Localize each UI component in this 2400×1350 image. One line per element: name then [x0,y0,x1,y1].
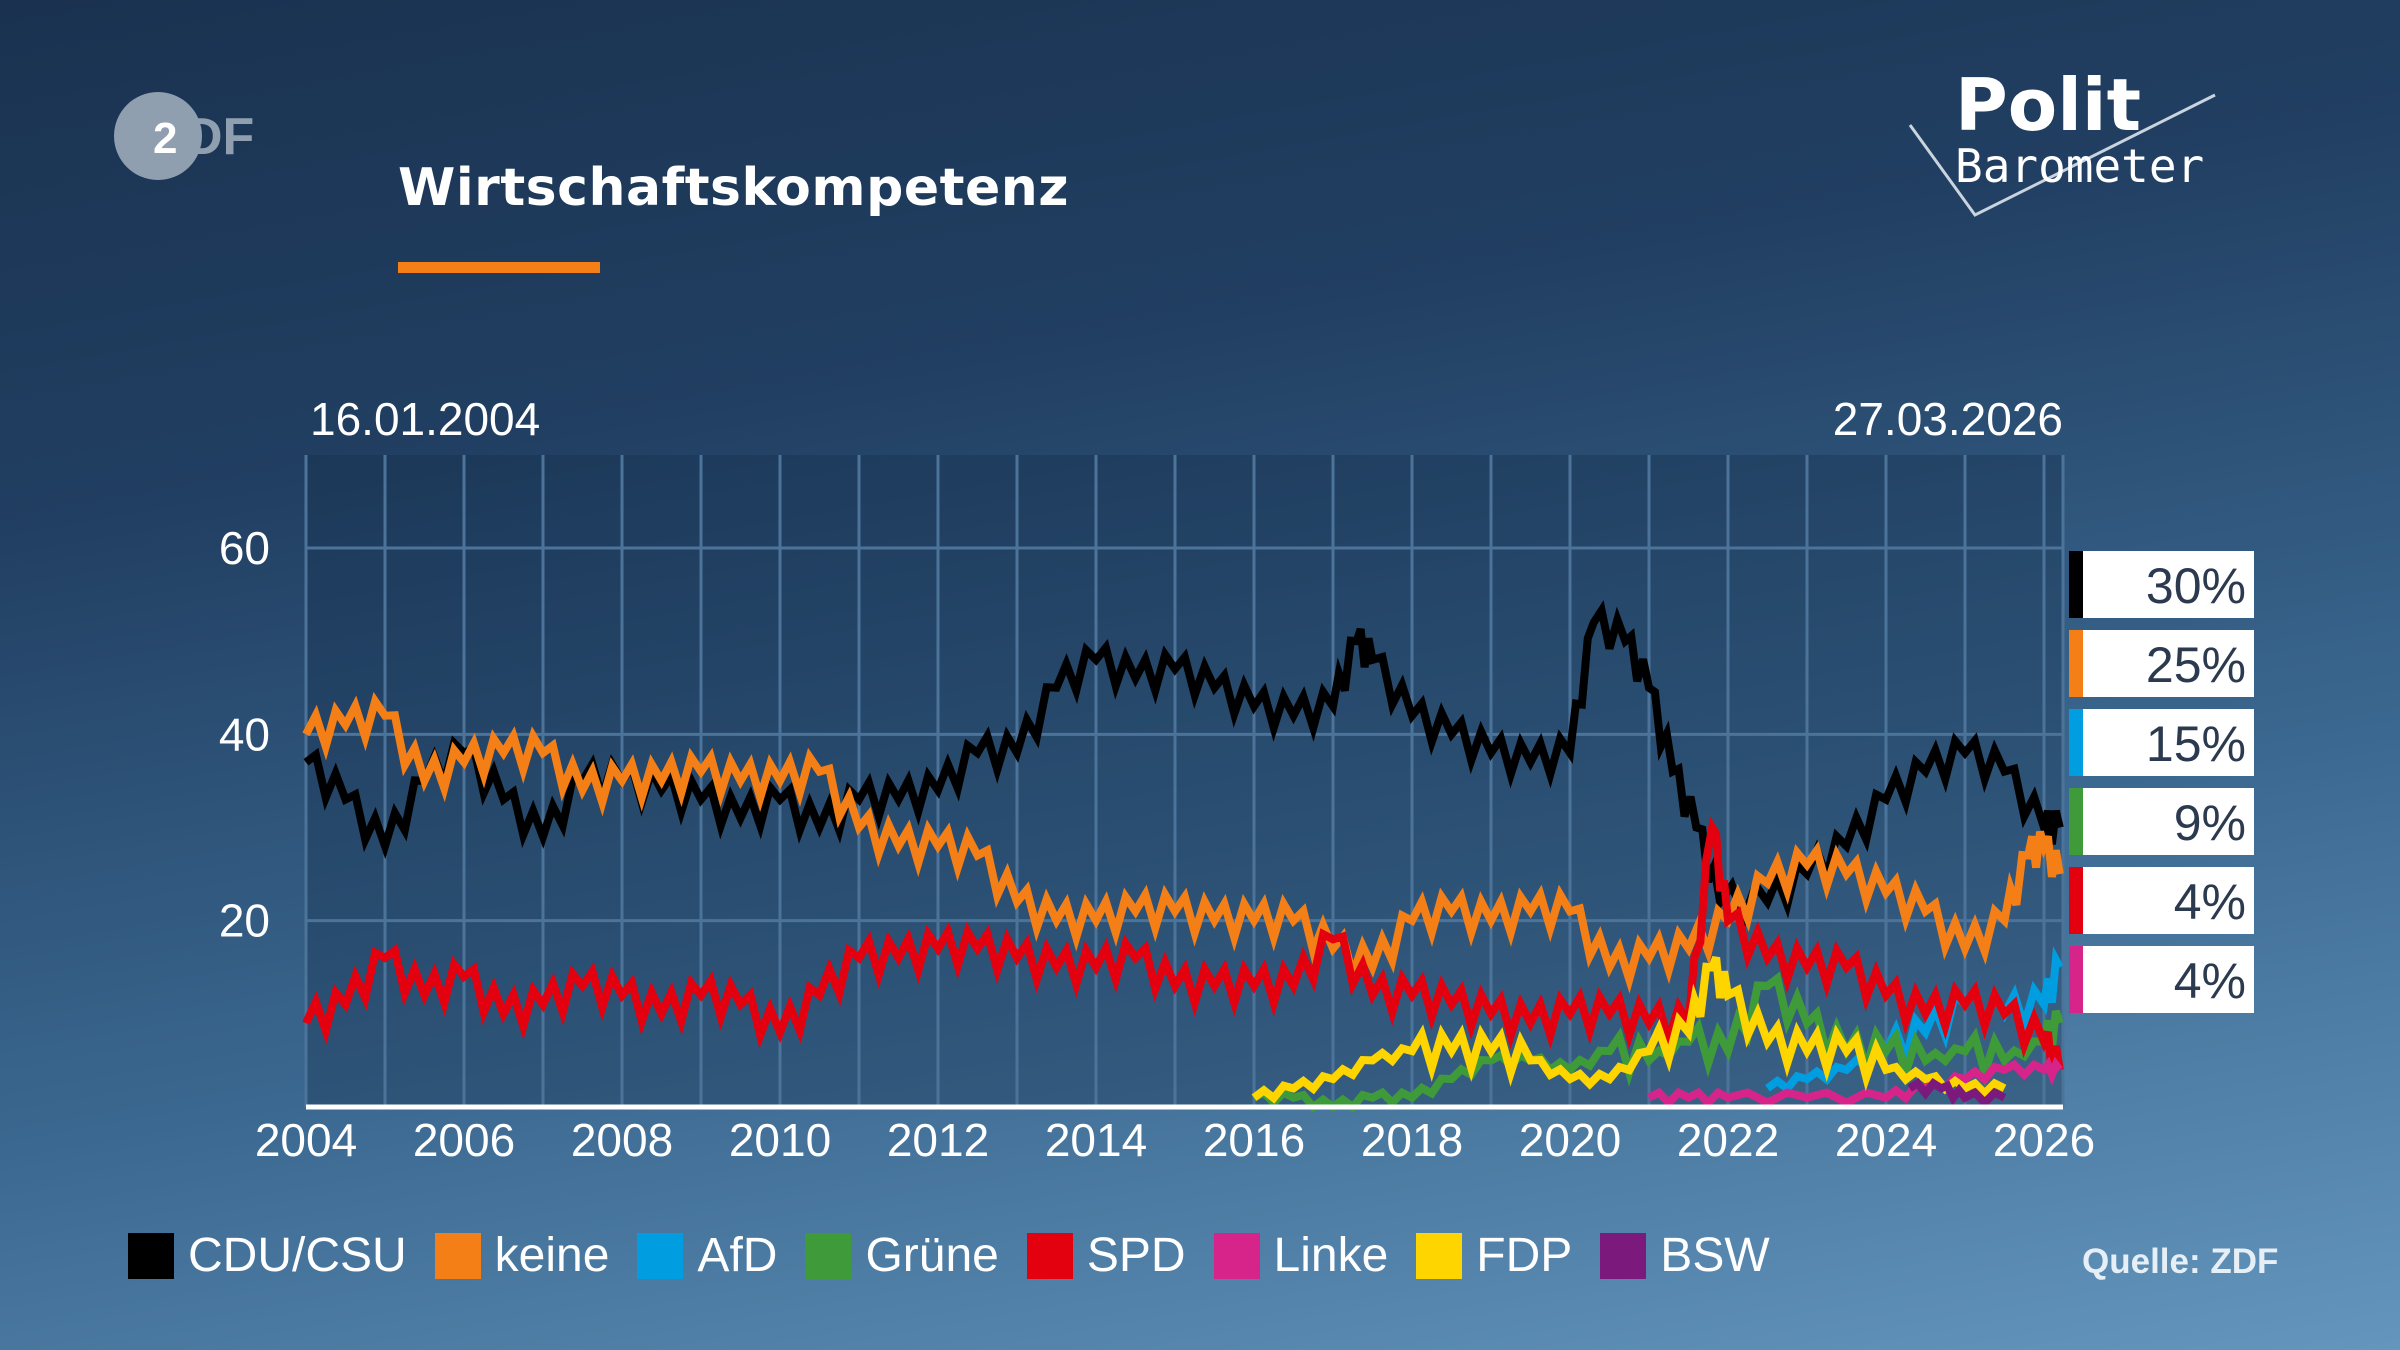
legend-swatch [434,1232,481,1279]
value-label: 4% [2173,874,2246,930]
politbarometer-logo: Polit Barometer [1908,70,2216,217]
value-label: 4% [2173,953,2246,1009]
x-tick-label: 2020 [1519,1114,1621,1166]
legend-swatch [1213,1232,1260,1279]
value-label: 15% [2145,716,2246,772]
series-line-spd [302,816,2064,1074]
legend-swatch [637,1232,684,1279]
legend: CDU/CSU keine AfD Grüne SPD Linke FDP BSW [128,1228,1798,1283]
value-box: 4% [2069,867,2254,934]
value-color-strip [2069,630,2083,697]
y-tick-label: 20 [219,895,270,947]
legend-item: SPD [1026,1228,1186,1283]
svg-text:2: 2 [153,114,177,163]
svg-text:Barometer: Barometer [1955,139,2204,193]
value-color-strip [2069,788,2083,855]
value-color-strip [2069,551,2083,618]
x-tick-label: 2012 [887,1114,989,1166]
series-line-afd [1765,946,2064,1095]
x-tick-label: 2018 [1361,1114,1463,1166]
legend-label: AfD [697,1229,778,1282]
legend-item: Linke [1213,1228,1389,1283]
x-tick-label: 2010 [729,1114,831,1166]
y-tick-label: 40 [219,708,270,760]
zdf-logo: 2 [114,92,202,180]
value-label: 30% [2145,558,2246,614]
legend-item: keine [434,1228,610,1283]
legend-swatch [128,1232,174,1279]
legend-label: keine [494,1229,610,1282]
series-line-linke [1647,1056,2063,1109]
x-tick-label: 2006 [413,1114,515,1166]
legend-label: CDU/CSU [188,1229,407,1282]
x-tick-label: 2004 [255,1114,357,1166]
value-label: 9% [2173,795,2246,851]
legend-label: BSW [1660,1229,1770,1282]
legend-label: Grüne [865,1229,999,1282]
value-label: 25% [2145,637,2246,693]
x-tick-label: 2026 [1993,1114,2095,1166]
legend-swatch [1600,1232,1647,1279]
x-tick-label: 2016 [1203,1114,1305,1166]
end-date: 27.03.2026 [1832,393,2063,445]
legend-item: FDP [1416,1228,1572,1283]
legend-item: CDU/CSU [128,1228,407,1283]
value-color-strip [2069,867,2083,934]
legend-label: SPD [1086,1229,1186,1282]
legend-swatch [1026,1232,1073,1279]
x-tick-label: 2024 [1835,1114,1937,1166]
start-date: 16.01.2004 [310,393,541,445]
legend-swatch [1416,1232,1463,1279]
zdf-logo-text: DF [185,108,255,166]
value-box: 4% [2069,946,2254,1013]
value-color-strip [2069,709,2083,776]
title-accent-bar [398,262,600,273]
y-tick-label: 60 [219,522,270,574]
series-line-bsw [1907,1078,2007,1109]
legend-label: FDP [1476,1229,1573,1282]
legend-item: BSW [1600,1228,1770,1283]
series-line-fdp [1251,955,2007,1104]
x-tick-label: 2014 [1045,1114,1147,1166]
value-box: 9% [2069,788,2254,855]
legend-item: AfD [637,1228,777,1283]
legend-label: Linke [1273,1229,1389,1282]
svg-text:Polit: Polit [1955,70,2141,147]
source-note: Quelle: ZDF [2082,1242,2279,1281]
chart-title: Wirtschaftskompetenz [398,158,1069,218]
value-box: 30% [2069,551,2254,618]
value-box: 25% [2069,630,2254,697]
series-line-keine [302,691,2064,994]
x-tick-label: 2008 [571,1114,673,1166]
x-tick-label: 2022 [1677,1114,1779,1166]
legend-swatch [805,1232,852,1279]
value-box: 15% [2069,709,2254,776]
value-color-strip [2069,946,2083,1013]
legend-item: Grüne [805,1228,999,1283]
